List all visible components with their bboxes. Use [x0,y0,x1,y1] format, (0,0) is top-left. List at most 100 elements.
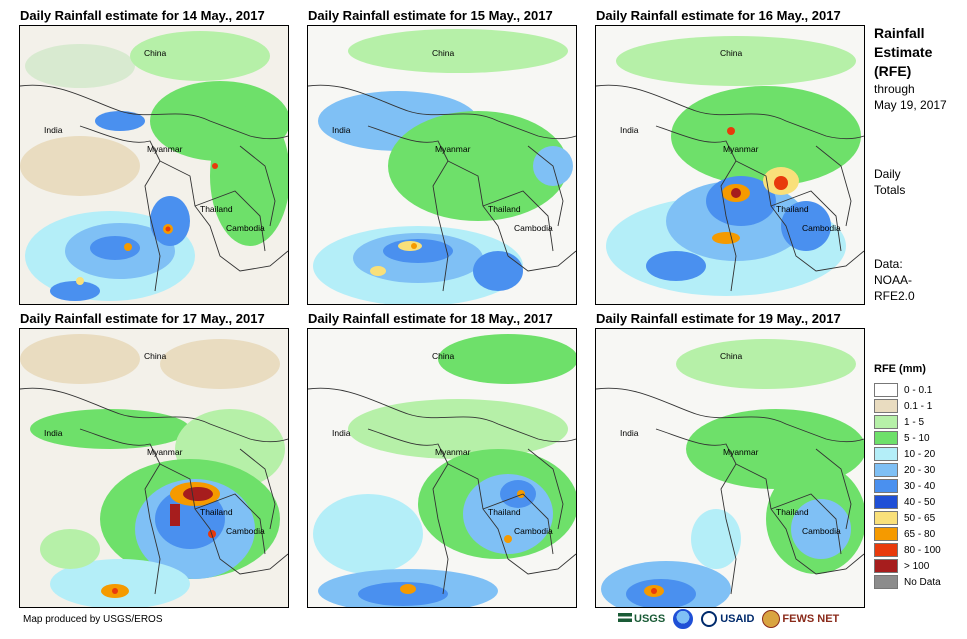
panel-title-15-may: Daily Rainfall estimate for 15 May., 201… [308,8,553,23]
legend-item: 65 - 80 [874,526,941,542]
legend-swatch [874,527,898,541]
sidebar-daily-totals: Daily Totals [874,166,905,198]
sidebar-through: through [874,82,915,96]
noaa-icon [673,609,694,629]
legend-item: 40 - 50 [874,494,941,510]
legend-label: 5 - 10 [904,432,930,444]
legend-item: 30 - 40 [874,478,941,494]
country-borders [20,387,288,595]
map-label-myanmar: Myanmar [147,144,183,154]
map-label-thailand: Thailand [488,204,521,214]
map-label-cambodia: Cambodia [514,526,553,536]
sidebar-title-line2: Estimate [874,44,933,60]
legend-label: 40 - 50 [904,496,936,508]
legend-item: 5 - 10 [874,430,941,446]
map-credit: Map produced by USGS/EROS [23,614,163,625]
rain-patches [596,329,864,607]
country-borders [596,387,864,595]
legend-item: 0 - 0.1 [874,382,941,398]
legend-label: No Data [904,576,941,588]
map-label-india: India [620,428,639,438]
legend-label: 0.1 - 1 [904,400,933,412]
map-label-china: China [720,48,742,58]
panel-title-14-may: Daily Rainfall estimate for 14 May., 201… [20,8,265,23]
rain-patches [308,329,576,607]
map-label-india: India [332,125,351,135]
legend-swatch [874,415,898,429]
legend-label: 20 - 30 [904,464,936,476]
panel-title-17-may: Daily Rainfall estimate for 17 May., 201… [20,311,265,326]
sidebar-totals: Totals [874,183,906,197]
map-label-thailand: Thailand [200,204,233,214]
legend-label: 30 - 40 [904,480,936,492]
map-label-india: India [332,428,351,438]
rainfall-map-19-may: China India Myanmar Thailand Cambodia [595,328,865,608]
map-label-thailand: Thailand [200,507,233,517]
sidebar-data-label: Data: [874,257,903,271]
fewsnet-logo-text: FEWS NET [782,613,840,625]
sidebar-title-line1: Rainfall [874,25,925,41]
map-label-india: India [44,428,63,438]
legend-label: > 100 [904,560,930,572]
sidebar-source-line2: RFE2.0 [874,289,915,303]
rainfall-map-14-may: China India Myanmar Thailand Cambodia [19,25,289,305]
legend-label: 0 - 0.1 [904,384,933,396]
legend-item: 50 - 65 [874,510,941,526]
legend-swatch [874,463,898,477]
sidebar-data-source: Data: NOAA- RFE2.0 [874,256,915,304]
legend-swatch [874,431,898,445]
rain-patches [308,26,576,304]
legend-swatch [874,479,898,493]
map-label-myanmar: Myanmar [723,144,759,154]
rainfall-map-17-may: China India Myanmar Thailand Cambodia [19,328,289,608]
map-label-myanmar: Myanmar [723,447,759,457]
map-label-thailand: Thailand [776,204,809,214]
legend-title: RFE (mm) [874,363,926,375]
legend-swatch [874,559,898,573]
usgs-logo: USGS [618,613,665,625]
sidebar-date: May 19, 2017 [874,98,947,112]
rainfall-map-18-may: China India Myanmar Thailand Cambodia [307,328,577,608]
map-label-china: China [144,48,166,58]
legend-label: 50 - 65 [904,512,936,524]
map-label-thailand: Thailand [488,507,521,517]
legend-label: 65 - 80 [904,528,936,540]
country-borders [308,84,576,292]
legend-swatch [874,383,898,397]
map-label-myanmar: Myanmar [435,144,471,154]
legend-item: > 100 [874,558,941,574]
usaid-logo: USAID [701,611,754,627]
rain-patches [20,26,288,304]
map-label-china: China [720,351,742,361]
legend-label: 10 - 20 [904,448,936,460]
sidebar-title: Rainfall Estimate (RFE) through May 19, … [874,24,947,113]
map-label-china: China [432,351,454,361]
map-label-cambodia: Cambodia [802,526,841,536]
legend-item: 0.1 - 1 [874,398,941,414]
map-label-cambodia: Cambodia [514,223,553,233]
map-label-thailand: Thailand [776,507,809,517]
legend-swatch [874,399,898,413]
legend-swatch [874,575,898,589]
map-label-india: India [620,125,639,135]
legend-label: 1 - 5 [904,416,925,428]
usaid-seal-icon [701,611,718,627]
country-borders [596,84,864,292]
fewsnet-logo: FEWS NET [762,610,839,628]
map-label-india: India [44,125,63,135]
map-label-cambodia: Cambodia [226,223,265,233]
map-label-cambodia: Cambodia [802,223,841,233]
legend-item: 80 - 100 [874,542,941,558]
panel-title-19-may: Daily Rainfall estimate for 19 May., 201… [596,311,841,326]
legend-swatch [874,447,898,461]
legend-swatch [874,543,898,557]
legend-item: 1 - 5 [874,414,941,430]
sidebar-source-line1: NOAA- [874,273,913,287]
sidebar-title-line3: (RFE) [874,63,912,79]
legend-swatch [874,511,898,525]
legend-label: 80 - 100 [904,544,941,556]
legend-item: 20 - 30 [874,462,941,478]
sidebar-daily: Daily [874,167,901,181]
legend-item: 10 - 20 [874,446,941,462]
rfe-legend: 0 - 0.1 0.1 - 1 1 - 5 5 - 10 10 - 20 20 - 30 3… [874,382,941,590]
